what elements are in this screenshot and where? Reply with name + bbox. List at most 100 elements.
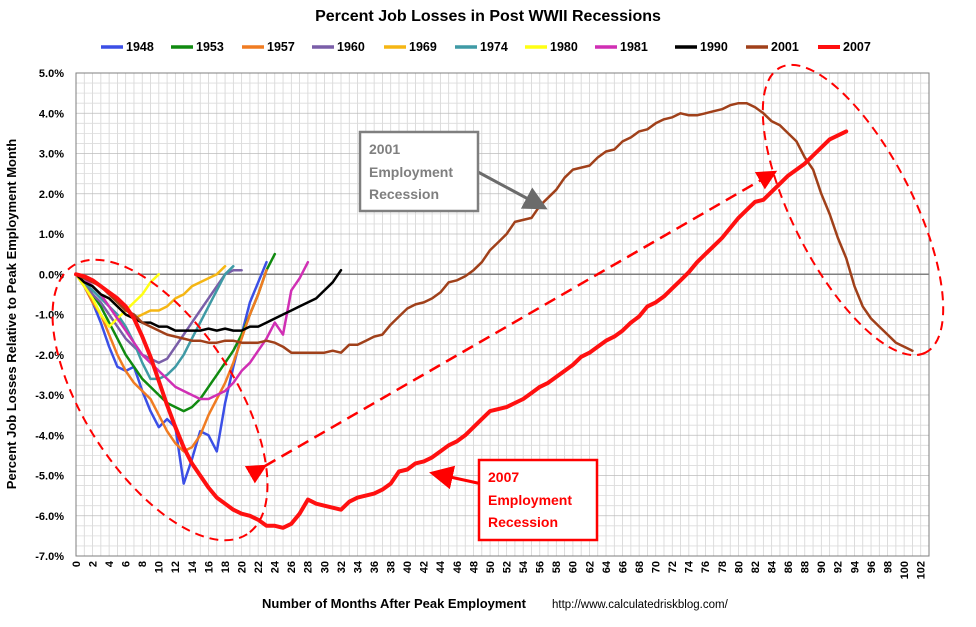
x-tick-label: 12 xyxy=(170,561,182,573)
series-1974-line xyxy=(74,264,235,381)
x-tick-label: 4 xyxy=(104,560,116,567)
x-tick-label: 44 xyxy=(435,560,447,573)
y-tick-label: -2.0% xyxy=(35,350,64,362)
series-1953-line xyxy=(74,252,277,413)
chart-title: Percent Job Losses in Post WWII Recessio… xyxy=(315,8,661,25)
x-tick-label: 8 xyxy=(137,561,149,567)
plot-area-border xyxy=(75,72,930,557)
x-tick-label: 78 xyxy=(717,561,729,573)
legend-label-1957: 1957 xyxy=(267,40,295,54)
x-tick-label: 6 xyxy=(121,561,133,567)
legend-label-1981: 1981 xyxy=(620,40,648,54)
annotation-2001-line3: Recession xyxy=(369,186,439,202)
x-axis-label: Number of Months After Peak Employment xyxy=(262,596,527,611)
x-tick-label: 20 xyxy=(236,561,248,573)
x-tick-label: 60 xyxy=(568,561,580,573)
series-1957-line xyxy=(74,268,268,453)
y-tick-label: 0.0% xyxy=(39,269,64,281)
x-tick-label: 36 xyxy=(369,561,381,573)
y-axis-label: Percent Job Losses Relative to Peak Empl… xyxy=(4,139,19,489)
annotation-2007-line1: 2007 xyxy=(488,469,519,485)
x-tick-label: 0 xyxy=(71,561,83,567)
x-tick-label: 76 xyxy=(700,561,712,573)
annotation-2001-line2: Employment xyxy=(369,164,453,180)
legend: 1948 1953 1957 1960 1969 1974 1980 1981 1990 2001… xyxy=(101,40,871,54)
comparison-arrow xyxy=(244,170,778,484)
x-tick-label: 52 xyxy=(501,561,513,573)
x-tick-label: 74 xyxy=(684,560,696,573)
y-tick-label: 3.0% xyxy=(39,149,64,161)
annotation-2007-box xyxy=(477,458,599,542)
x-tick-label: 80 xyxy=(733,561,745,573)
x-tick-label: 92 xyxy=(833,561,845,573)
x-tick-label: 14 xyxy=(187,560,199,573)
y-tick-label: -3.0% xyxy=(35,390,64,402)
x-tick-label: 46 xyxy=(452,561,464,573)
annotation-2007-line3: Recession xyxy=(488,514,558,530)
x-tick-label: 18 xyxy=(220,561,232,573)
y-tick-label: 2.0% xyxy=(39,189,64,201)
annotation-2001-line1: 2001 xyxy=(369,141,400,157)
x-tick-label: 2 xyxy=(87,561,99,567)
x-tick-label: 70 xyxy=(651,561,663,573)
y-tick-label: 5.0% xyxy=(39,68,64,80)
x-tick-label: 28 xyxy=(303,561,315,573)
x-tick-label: 72 xyxy=(667,561,679,573)
series-1960-line xyxy=(74,268,243,365)
x-tick-label: 102 xyxy=(916,561,928,579)
x-tick-label: 30 xyxy=(319,561,331,573)
x-tick-label: 32 xyxy=(336,561,348,573)
x-tick-label: 100 xyxy=(899,561,911,579)
x-tick-label: 48 xyxy=(468,561,480,573)
x-tick-label: 66 xyxy=(617,561,629,573)
y-tick-label: -7.0% xyxy=(35,551,64,563)
x-axis: 0 2 4 6 8 10 12 14 16 18 20 22 24 26 28 30 32 34 36 38 40 42 4… xyxy=(71,560,928,579)
x-tick-label: 88 xyxy=(800,561,812,573)
y-tick-label: 1.0% xyxy=(39,229,64,241)
series-2001-line xyxy=(74,101,914,354)
annotation-2007-arrow xyxy=(429,465,483,490)
legend-label-1974: 1974 xyxy=(480,40,508,54)
legend-label-1953: 1953 xyxy=(196,40,224,54)
y-axis: 5.0% 4.0% 3.0% 2.0% 1.0% 0.0% -1.0% -2.0% -3.0% -… xyxy=(35,68,64,563)
x-tick-label: 90 xyxy=(816,561,828,573)
x-tick-label: 96 xyxy=(866,561,878,573)
x-tick-label: 10 xyxy=(154,561,166,573)
x-tick-label: 38 xyxy=(386,561,398,573)
x-tick-label: 58 xyxy=(551,561,563,573)
y-tick-label: 4.0% xyxy=(39,108,64,120)
annotation-2007-line2: Employment xyxy=(488,492,572,508)
x-tick-label: 24 xyxy=(270,560,282,573)
x-tick-label: 40 xyxy=(402,561,414,573)
highlight-ellipse-left xyxy=(51,258,269,542)
legend-label-2001: 2001 xyxy=(771,40,799,54)
x-tick-label: 94 xyxy=(849,560,861,573)
x-tick-label: 82 xyxy=(750,561,762,573)
x-tick-label: 22 xyxy=(253,561,265,573)
source-url: http://www.calculatedriskblog.com/ xyxy=(552,599,729,611)
y-tick-label: -4.0% xyxy=(35,430,64,442)
x-tick-label: 16 xyxy=(203,561,215,573)
x-tick-label: 56 xyxy=(535,561,547,573)
x-tick-label: 50 xyxy=(485,561,497,573)
legend-label-1990: 1990 xyxy=(700,40,728,54)
x-tick-label: 86 xyxy=(783,561,795,573)
x-tick-label: 42 xyxy=(419,561,431,573)
x-tick-label: 84 xyxy=(767,560,779,573)
legend-label-1969: 1969 xyxy=(409,40,437,54)
legend-label-1948: 1948 xyxy=(126,40,154,54)
legend-label-2007: 2007 xyxy=(843,40,871,54)
x-tick-label: 98 xyxy=(882,561,894,573)
x-tick-label: 34 xyxy=(352,560,364,573)
annotation-2001-arrow xyxy=(477,170,548,210)
annotation-2001-box xyxy=(358,130,480,213)
x-tick-label: 54 xyxy=(518,560,530,573)
y-tick-label: -1.0% xyxy=(35,310,64,322)
legend-label-1980: 1980 xyxy=(550,40,578,54)
x-tick-label: 62 xyxy=(584,561,596,573)
y-tick-label: -6.0% xyxy=(35,511,64,523)
y-tick-label: -5.0% xyxy=(35,471,64,483)
x-tick-label: 68 xyxy=(634,561,646,573)
highlight-ellipse-right xyxy=(761,63,945,357)
